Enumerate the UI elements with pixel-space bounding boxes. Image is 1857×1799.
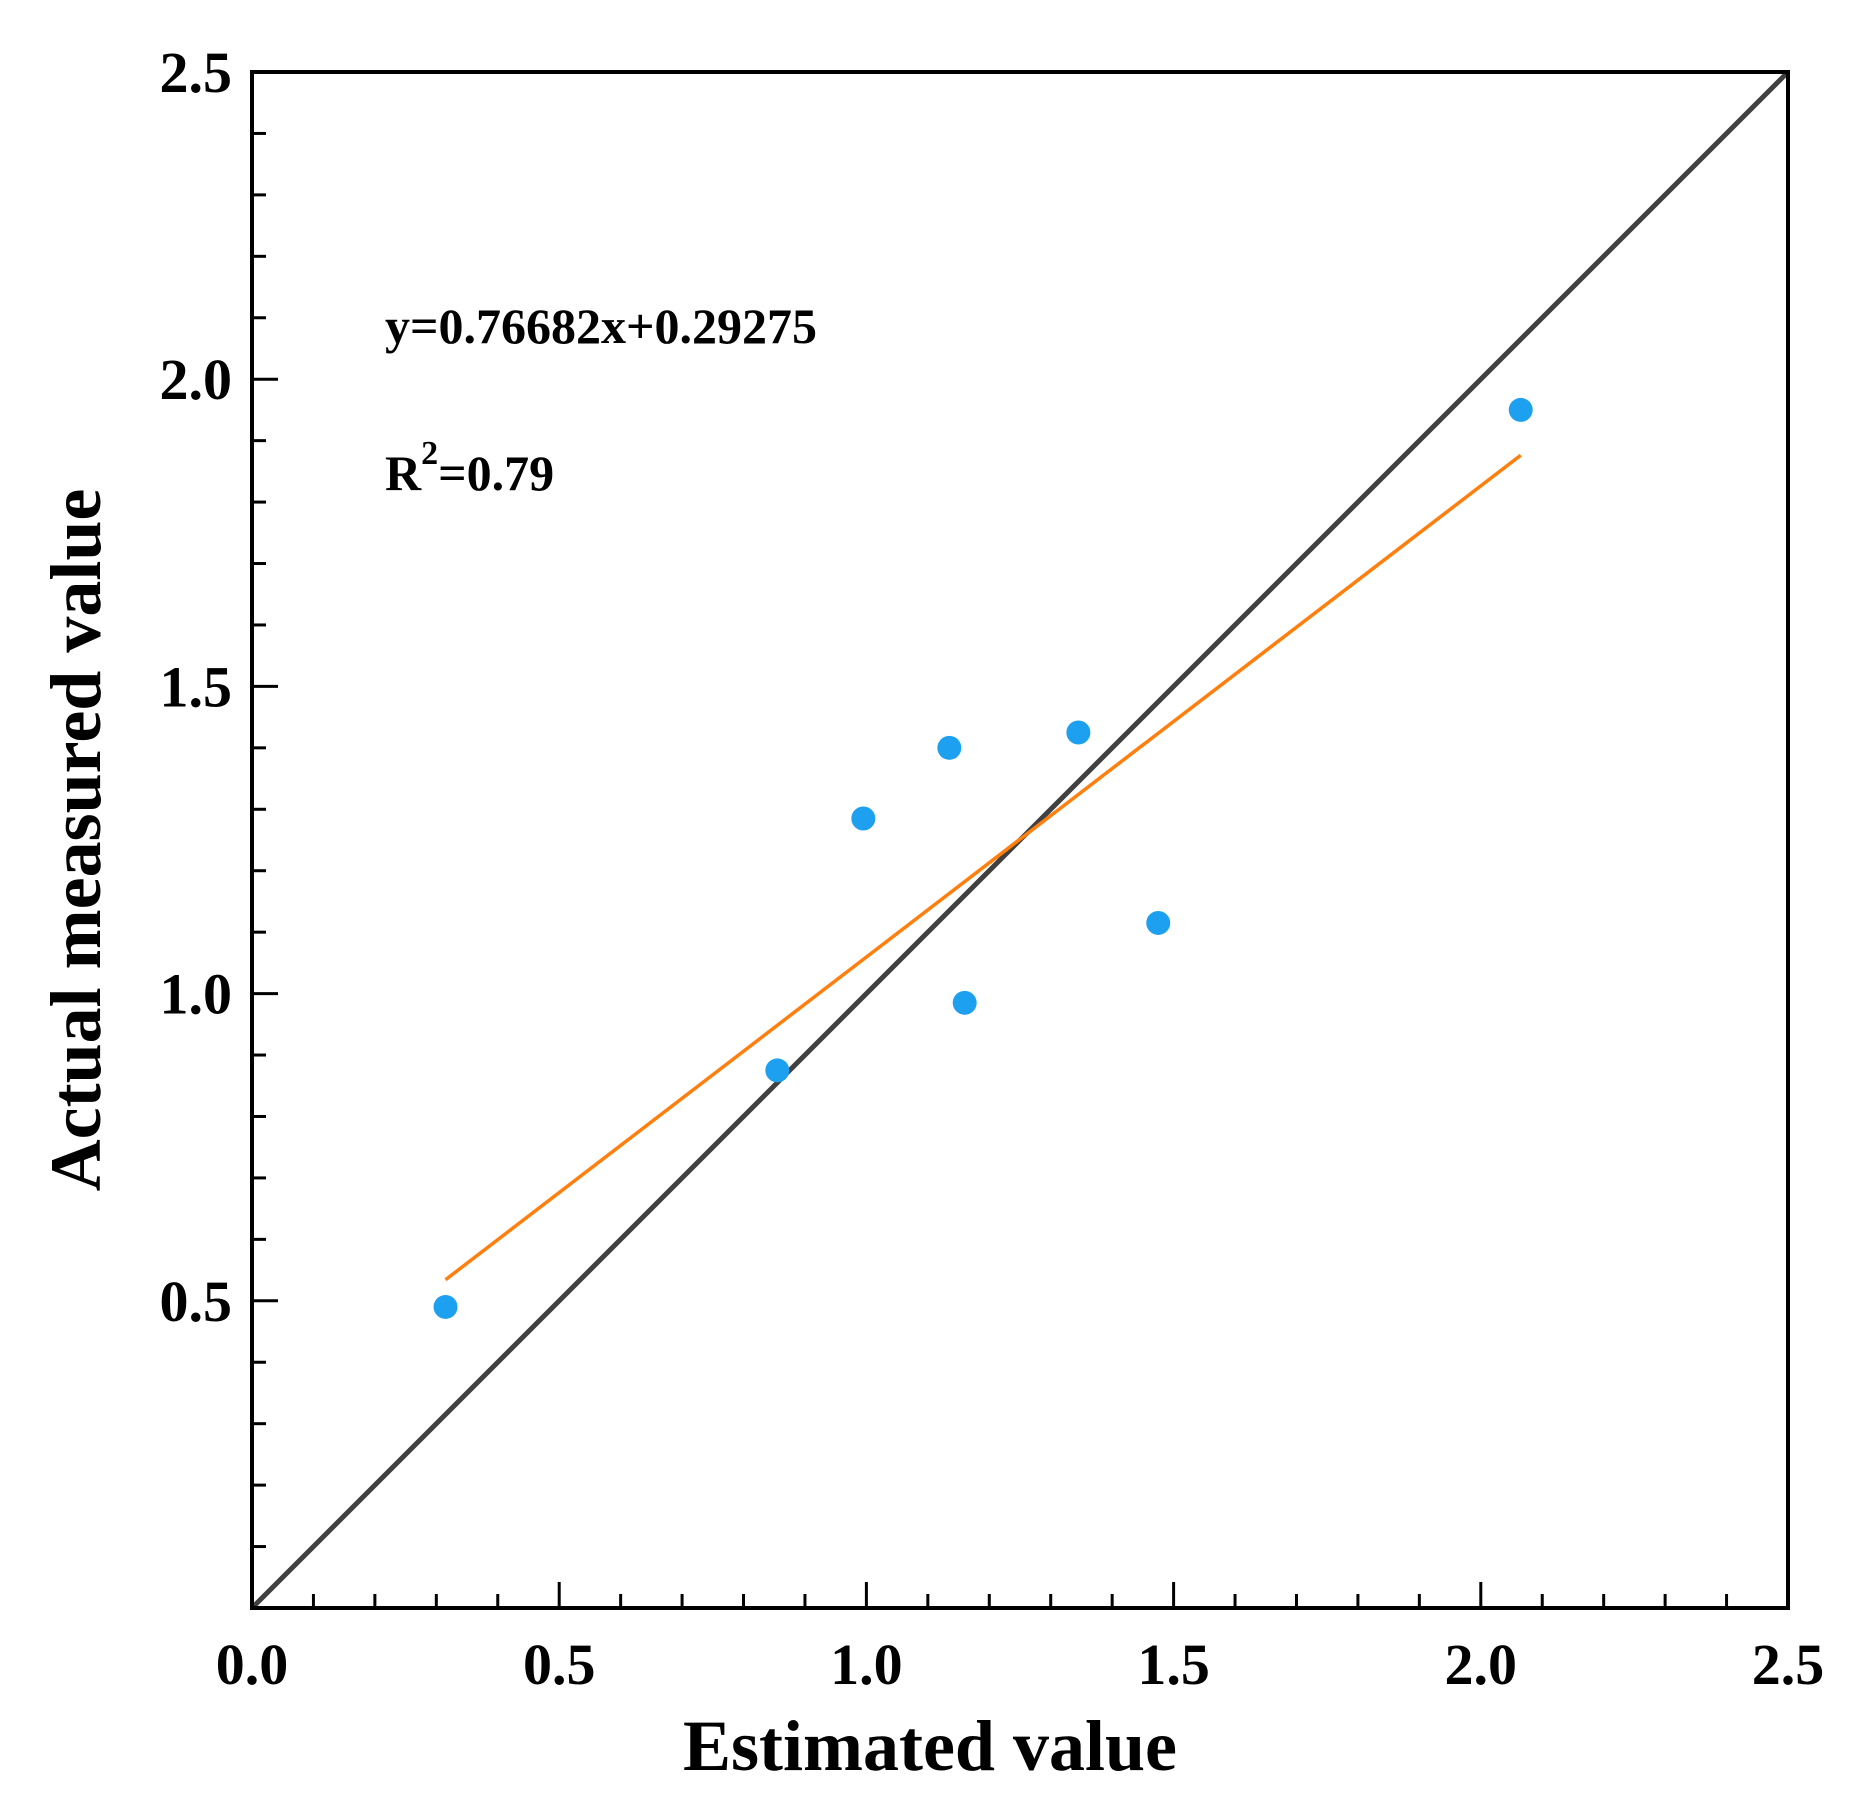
plot-frame — [250, 70, 1790, 1610]
x-tick-label: 2.0 — [1445, 1632, 1518, 1697]
x-tick-label: 2.5 — [1752, 1632, 1825, 1697]
x-tick-label: 0.5 — [523, 1632, 596, 1697]
data-point — [851, 806, 876, 831]
data-point — [765, 1058, 790, 1083]
data-point — [1508, 397, 1533, 422]
y-tick-label: 2.5 — [160, 40, 233, 105]
y-tick-label: 1.5 — [160, 654, 233, 719]
r-squared-prefix: R — [385, 445, 422, 501]
y-tick-label: 2.0 — [160, 347, 233, 412]
data-point — [937, 735, 962, 760]
y-axis-title: Actual measured value — [36, 489, 116, 1192]
x-axis-title: Estimated value — [683, 1706, 1177, 1786]
data-point — [952, 990, 977, 1015]
r-squared-superscript: 2 — [421, 435, 438, 472]
y-tick-label: 0.5 — [160, 1269, 233, 1334]
r-squared-label: R2=0.79 — [385, 435, 554, 501]
x-tick-label: 1.5 — [1137, 1632, 1210, 1697]
data-point — [433, 1294, 458, 1319]
x-tick-label: 0.0 — [216, 1632, 289, 1697]
data-point — [1066, 720, 1091, 745]
data-point — [1146, 910, 1171, 935]
r-squared-value: =0.79 — [438, 445, 554, 501]
fit-line — [444, 453, 1522, 1282]
x-tick-label: 1.0 — [830, 1632, 903, 1697]
fit-equation-label: y=0.76682x+0.29275 — [385, 298, 817, 354]
y-tick-label: 1.0 — [160, 962, 233, 1027]
